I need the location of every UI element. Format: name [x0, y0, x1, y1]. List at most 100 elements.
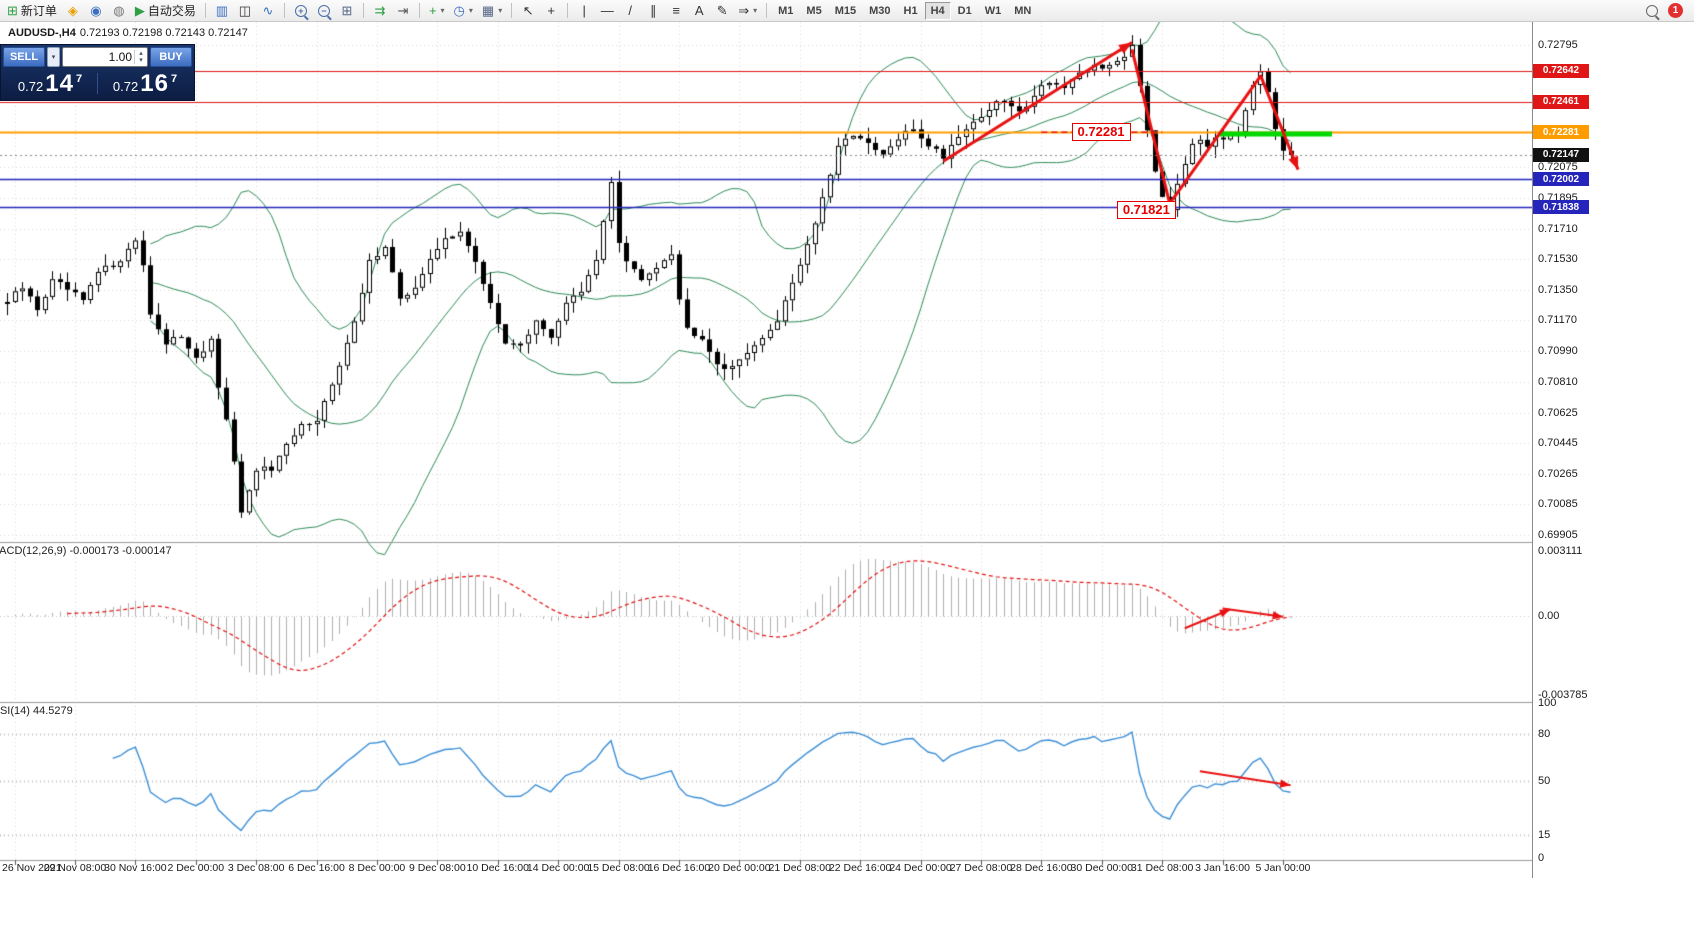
trendline-icon: /	[628, 3, 633, 18]
new-order-button[interactable]: ⊞ 新订单	[3, 1, 61, 21]
periods-icon: ◷	[453, 3, 465, 18]
buy-price-pips: 16	[140, 69, 169, 97]
one-click-trading-panel: SELL ▾ 1.00 ▴ ▾ BUY 0.72 14 7 0.72 16 7	[0, 44, 195, 101]
line-chart-button[interactable]: ∿	[257, 1, 279, 21]
text-label-button[interactable]: ✎	[711, 1, 733, 21]
notification-badge[interactable]: 1	[1668, 3, 1683, 18]
new-order-icon: ⊞	[7, 3, 18, 18]
cursor-icon: ↖	[522, 3, 534, 18]
timeframe-mn-button[interactable]: MN	[1008, 2, 1037, 20]
text-label-icon: ✎	[716, 3, 728, 18]
sell-price[interactable]: 0.72 14 7	[3, 69, 97, 97]
autotrading-button-label: 自动交易	[147, 4, 196, 18]
text-icon: A	[694, 3, 704, 18]
line-chart-icon: ∿	[262, 3, 274, 18]
new-order-button-label: 新订单	[20, 4, 57, 18]
market-watch-button[interactable]: ◈	[62, 1, 84, 21]
sell-price-base: 0.72	[17, 78, 44, 94]
candlestick-chart-button[interactable]: ◫	[234, 1, 256, 21]
price-annotation-label-71821[interactable]: 0.71821	[1116, 201, 1176, 220]
navigator-icon: ◉	[90, 3, 102, 18]
cursor-button[interactable]: ↖	[517, 1, 539, 21]
indicators-button[interactable]: + ▾	[425, 1, 449, 21]
candlestick-chart-icon: ◫	[238, 3, 252, 18]
trade-panel-top-row: SELL ▾ 1.00 ▴ ▾ BUY	[3, 47, 192, 67]
toolbar-buttons: ⊞ 新订单 ◈ ◉ ◍ ▶ 自动交易 ▥ ◫ ∿ + − ⊞ ⇉ ⇥ + ▾ ◷ ▾ ▦ ▾ ↖ + | — / ∥ ≡ A ✎ ⇒ ▾ M1 M…	[3, 1, 1037, 21]
periods-caret-icon: ▾	[468, 6, 473, 15]
auto-scroll-icon: ⇉	[374, 3, 386, 18]
crosshair-button[interactable]: +	[540, 1, 562, 21]
auto-scroll-button[interactable]: ⇉	[369, 1, 391, 21]
indicators-icon: +	[428, 3, 437, 18]
price-annotation-label-72281[interactable]: 0.72281	[1071, 123, 1131, 142]
volume-down-button[interactable]: ▾	[139, 57, 143, 64]
tile-windows-button[interactable]: ⊞	[336, 1, 358, 21]
periods-button[interactable]: ◷ ▾	[450, 1, 477, 21]
arrows-caret-icon: ▾	[753, 6, 758, 15]
search-icon[interactable]	[1646, 4, 1658, 17]
volume-spinners: ▴ ▾	[134, 50, 147, 64]
toolbar-right-group: 1	[1646, 3, 1691, 18]
volume-value[interactable]: 1.00	[108, 50, 132, 64]
bar-chart-icon: ▥	[215, 3, 229, 18]
horizontal-line-icon: —	[600, 3, 614, 18]
toolbar-separator	[204, 3, 206, 18]
toolbar-separator	[362, 3, 364, 18]
timeframe-m1-button[interactable]: M1	[772, 2, 799, 20]
horizontal-line-button[interactable]: —	[596, 1, 618, 21]
autotrading-button[interactable]: ▶ 自动交易	[131, 1, 200, 21]
order-options-caret-icon[interactable]: ▾	[47, 47, 60, 67]
timeframe-m5-button[interactable]: M5	[800, 2, 827, 20]
crosshair-icon: +	[547, 3, 556, 18]
trade-panel-divider	[97, 72, 98, 95]
trendline-button[interactable]: /	[619, 1, 641, 21]
templates-caret-icon: ▾	[498, 6, 503, 15]
chart-shift-button[interactable]: ⇥	[392, 1, 414, 21]
chart-canvas[interactable]	[0, 22, 1532, 878]
buy-price-pipette: 7	[170, 72, 178, 85]
autotrading-icon: ▶	[134, 3, 145, 18]
buy-price[interactable]: 0.72 16 7	[98, 69, 192, 97]
fibonacci-button[interactable]: ≡	[665, 1, 687, 21]
bar-chart-button[interactable]: ▥	[211, 1, 233, 21]
sell-price-pips: 14	[45, 69, 74, 97]
timeframe-w1-button[interactable]: W1	[979, 2, 1008, 20]
toolbar-separator	[766, 3, 768, 18]
volume-input[interactable]: 1.00 ▴ ▾	[62, 47, 148, 67]
fibonacci-icon: ≡	[672, 3, 681, 18]
vertical-line-button[interactable]: |	[573, 1, 595, 21]
timeframe-d1-button[interactable]: D1	[952, 2, 978, 20]
buy-price-base: 0.72	[112, 78, 139, 94]
channel-button[interactable]: ∥	[642, 1, 664, 21]
terminal-button[interactable]: ◍	[108, 1, 130, 21]
volume-up-button[interactable]: ▴	[139, 50, 143, 57]
timeframe-m15-button[interactable]: M15	[829, 2, 862, 20]
zoom-out-button[interactable]: −	[313, 1, 335, 21]
tile-windows-icon: ⊞	[341, 3, 353, 18]
zoom-out-icon: −	[317, 4, 330, 17]
navigator-button[interactable]: ◉	[85, 1, 107, 21]
sell-price-pipette: 7	[75, 72, 83, 85]
main-toolbar: ⊞ 新订单 ◈ ◉ ◍ ▶ 自动交易 ▥ ◫ ∿ + − ⊞ ⇉ ⇥ + ▾ ◷ ▾ ▦ ▾ ↖ + | — / ∥ ≡ A ✎ ⇒ ▾ M1 M…	[0, 0, 1694, 22]
zoom-in-button[interactable]: +	[290, 1, 312, 21]
text-button[interactable]: A	[688, 1, 710, 21]
templates-button[interactable]: ▦ ▾	[478, 1, 506, 21]
terminal-icon: ◍	[113, 3, 125, 18]
arrows-button[interactable]: ⇒ ▾	[734, 1, 761, 21]
toolbar-separator	[511, 3, 513, 18]
indicators-caret-icon: ▾	[440, 6, 445, 15]
toolbar-separator	[283, 3, 285, 18]
channel-icon: ∥	[649, 3, 657, 18]
trade-panel-price-row: 0.72 14 7 0.72 16 7	[3, 69, 192, 98]
templates-icon: ▦	[481, 3, 495, 18]
price-axis-strip	[1532, 22, 1694, 878]
market-watch-icon: ◈	[67, 3, 78, 18]
chart-shift-icon: ⇥	[397, 3, 409, 18]
timeframe-h4-button[interactable]: H4	[924, 1, 951, 20]
vertical-line-icon: |	[582, 3, 586, 18]
buy-button[interactable]: BUY	[150, 47, 192, 67]
timeframe-h1-button[interactable]: H1	[898, 2, 924, 20]
timeframe-m30-button[interactable]: M30	[863, 2, 896, 20]
sell-button[interactable]: SELL	[3, 47, 45, 67]
